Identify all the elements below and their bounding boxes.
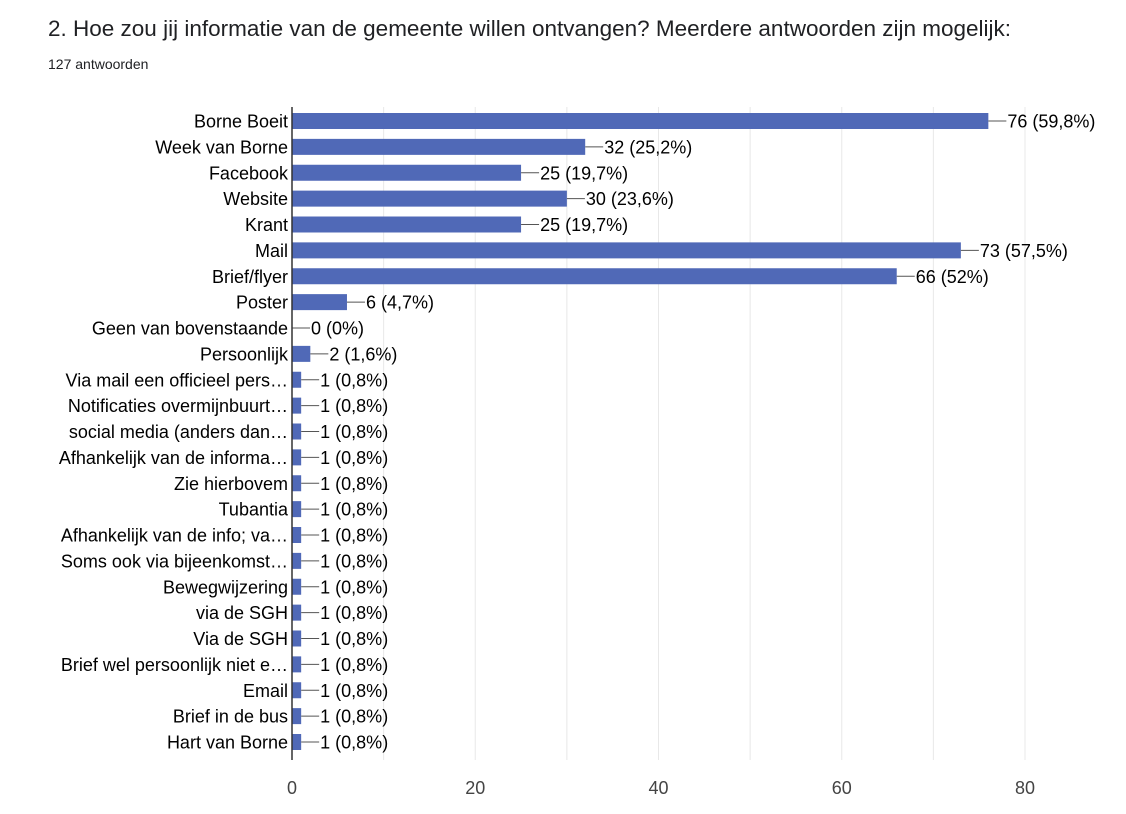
bar xyxy=(292,656,302,673)
data-label: 25 (19,7%) xyxy=(540,215,628,235)
bar xyxy=(292,190,567,207)
category-label: Bewegwijzering xyxy=(163,577,288,597)
bar xyxy=(292,501,302,518)
category-label: Poster xyxy=(236,293,288,313)
data-label: 2 (1,6%) xyxy=(329,344,397,364)
data-label: 1 (0,8%) xyxy=(320,474,388,494)
bar xyxy=(292,604,302,621)
bar xyxy=(292,734,302,750)
category-label: social media (anders dan… xyxy=(69,422,288,442)
data-label: 1 (0,8%) xyxy=(320,707,388,727)
category-label: Afhankelijk van de info; va… xyxy=(61,526,288,546)
data-label: 1 (0,8%) xyxy=(320,551,388,571)
category-label: Brief in de bus xyxy=(173,707,288,727)
bar xyxy=(292,113,989,129)
data-label: 1 (0,8%) xyxy=(320,500,388,520)
data-label: 1 (0,8%) xyxy=(320,655,388,675)
x-tick-label: 40 xyxy=(648,778,668,798)
data-label: 1 (0,8%) xyxy=(320,577,388,597)
category-label: Mail xyxy=(255,241,288,261)
response-count: 127 antwoorden xyxy=(48,56,149,72)
data-label: 1 (0,8%) xyxy=(320,629,388,649)
category-label: Via de SGH xyxy=(193,629,288,649)
bar xyxy=(292,294,347,311)
x-tick-label: 80 xyxy=(1015,778,1035,798)
bar xyxy=(292,397,302,414)
bar xyxy=(292,449,302,466)
bar xyxy=(292,708,302,725)
data-label: 73 (57,5%) xyxy=(980,241,1068,261)
bar xyxy=(292,630,302,647)
data-label: 6 (4,7%) xyxy=(366,293,434,313)
data-label: 0 (0%) xyxy=(311,319,364,339)
category-label: Via mail een officieel pers… xyxy=(66,370,288,390)
data-label: 25 (19,7%) xyxy=(540,163,628,183)
bar xyxy=(292,552,302,569)
category-label: Week van Borne xyxy=(155,137,288,157)
data-label: 66 (52%) xyxy=(916,267,989,287)
bar xyxy=(292,242,961,259)
category-label: Persoonlijk xyxy=(200,344,289,364)
data-label: 1 (0,8%) xyxy=(320,396,388,416)
category-label: Brief wel persoonlijk niet e… xyxy=(61,655,288,675)
chart-title: 2. Hoe zou jij informatie van de gemeent… xyxy=(48,16,1012,41)
category-label: Brief/flyer xyxy=(212,267,288,287)
bar xyxy=(292,164,522,181)
bar xyxy=(292,138,586,155)
category-label: Email xyxy=(243,681,288,701)
category-label: Geen van bovenstaande xyxy=(92,319,288,339)
data-label: 76 (59,8%) xyxy=(1007,112,1095,132)
data-label: 1 (0,8%) xyxy=(320,448,388,468)
category-label: Hart van Borne xyxy=(167,733,288,753)
data-label: 1 (0,8%) xyxy=(320,370,388,390)
data-label: 30 (23,6%) xyxy=(586,189,674,209)
bar xyxy=(292,268,897,285)
category-label: Notificaties overmijnbuurt… xyxy=(68,396,288,416)
x-tick-label: 20 xyxy=(465,778,485,798)
data-label: 1 (0,8%) xyxy=(320,422,388,442)
bar xyxy=(292,423,302,440)
data-label: 1 (0,8%) xyxy=(320,681,388,701)
category-label: Afhankelijk van de informa… xyxy=(59,448,288,468)
data-label: 1 (0,8%) xyxy=(320,526,388,546)
category-label: Tubantia xyxy=(219,500,289,520)
category-label: Krant xyxy=(245,215,288,235)
data-label: 1 (0,8%) xyxy=(320,733,388,753)
x-tick-label: 0 xyxy=(287,778,297,798)
x-tick-label: 60 xyxy=(832,778,852,798)
category-label: Zie hierbovem xyxy=(174,474,288,494)
category-label: Facebook xyxy=(209,163,289,183)
category-label: via de SGH xyxy=(196,603,288,623)
bar xyxy=(292,475,302,492)
bar xyxy=(292,371,302,388)
bar xyxy=(292,578,302,595)
bar xyxy=(292,345,311,362)
bar xyxy=(292,216,522,233)
category-label: Soms ook via bijeenkomst… xyxy=(61,551,288,571)
data-label: 32 (25,2%) xyxy=(604,137,692,157)
category-label: Borne Boeit xyxy=(194,112,288,132)
bar xyxy=(292,527,302,543)
bar xyxy=(292,682,302,699)
data-label: 1 (0,8%) xyxy=(320,603,388,623)
category-label: Website xyxy=(223,189,288,209)
